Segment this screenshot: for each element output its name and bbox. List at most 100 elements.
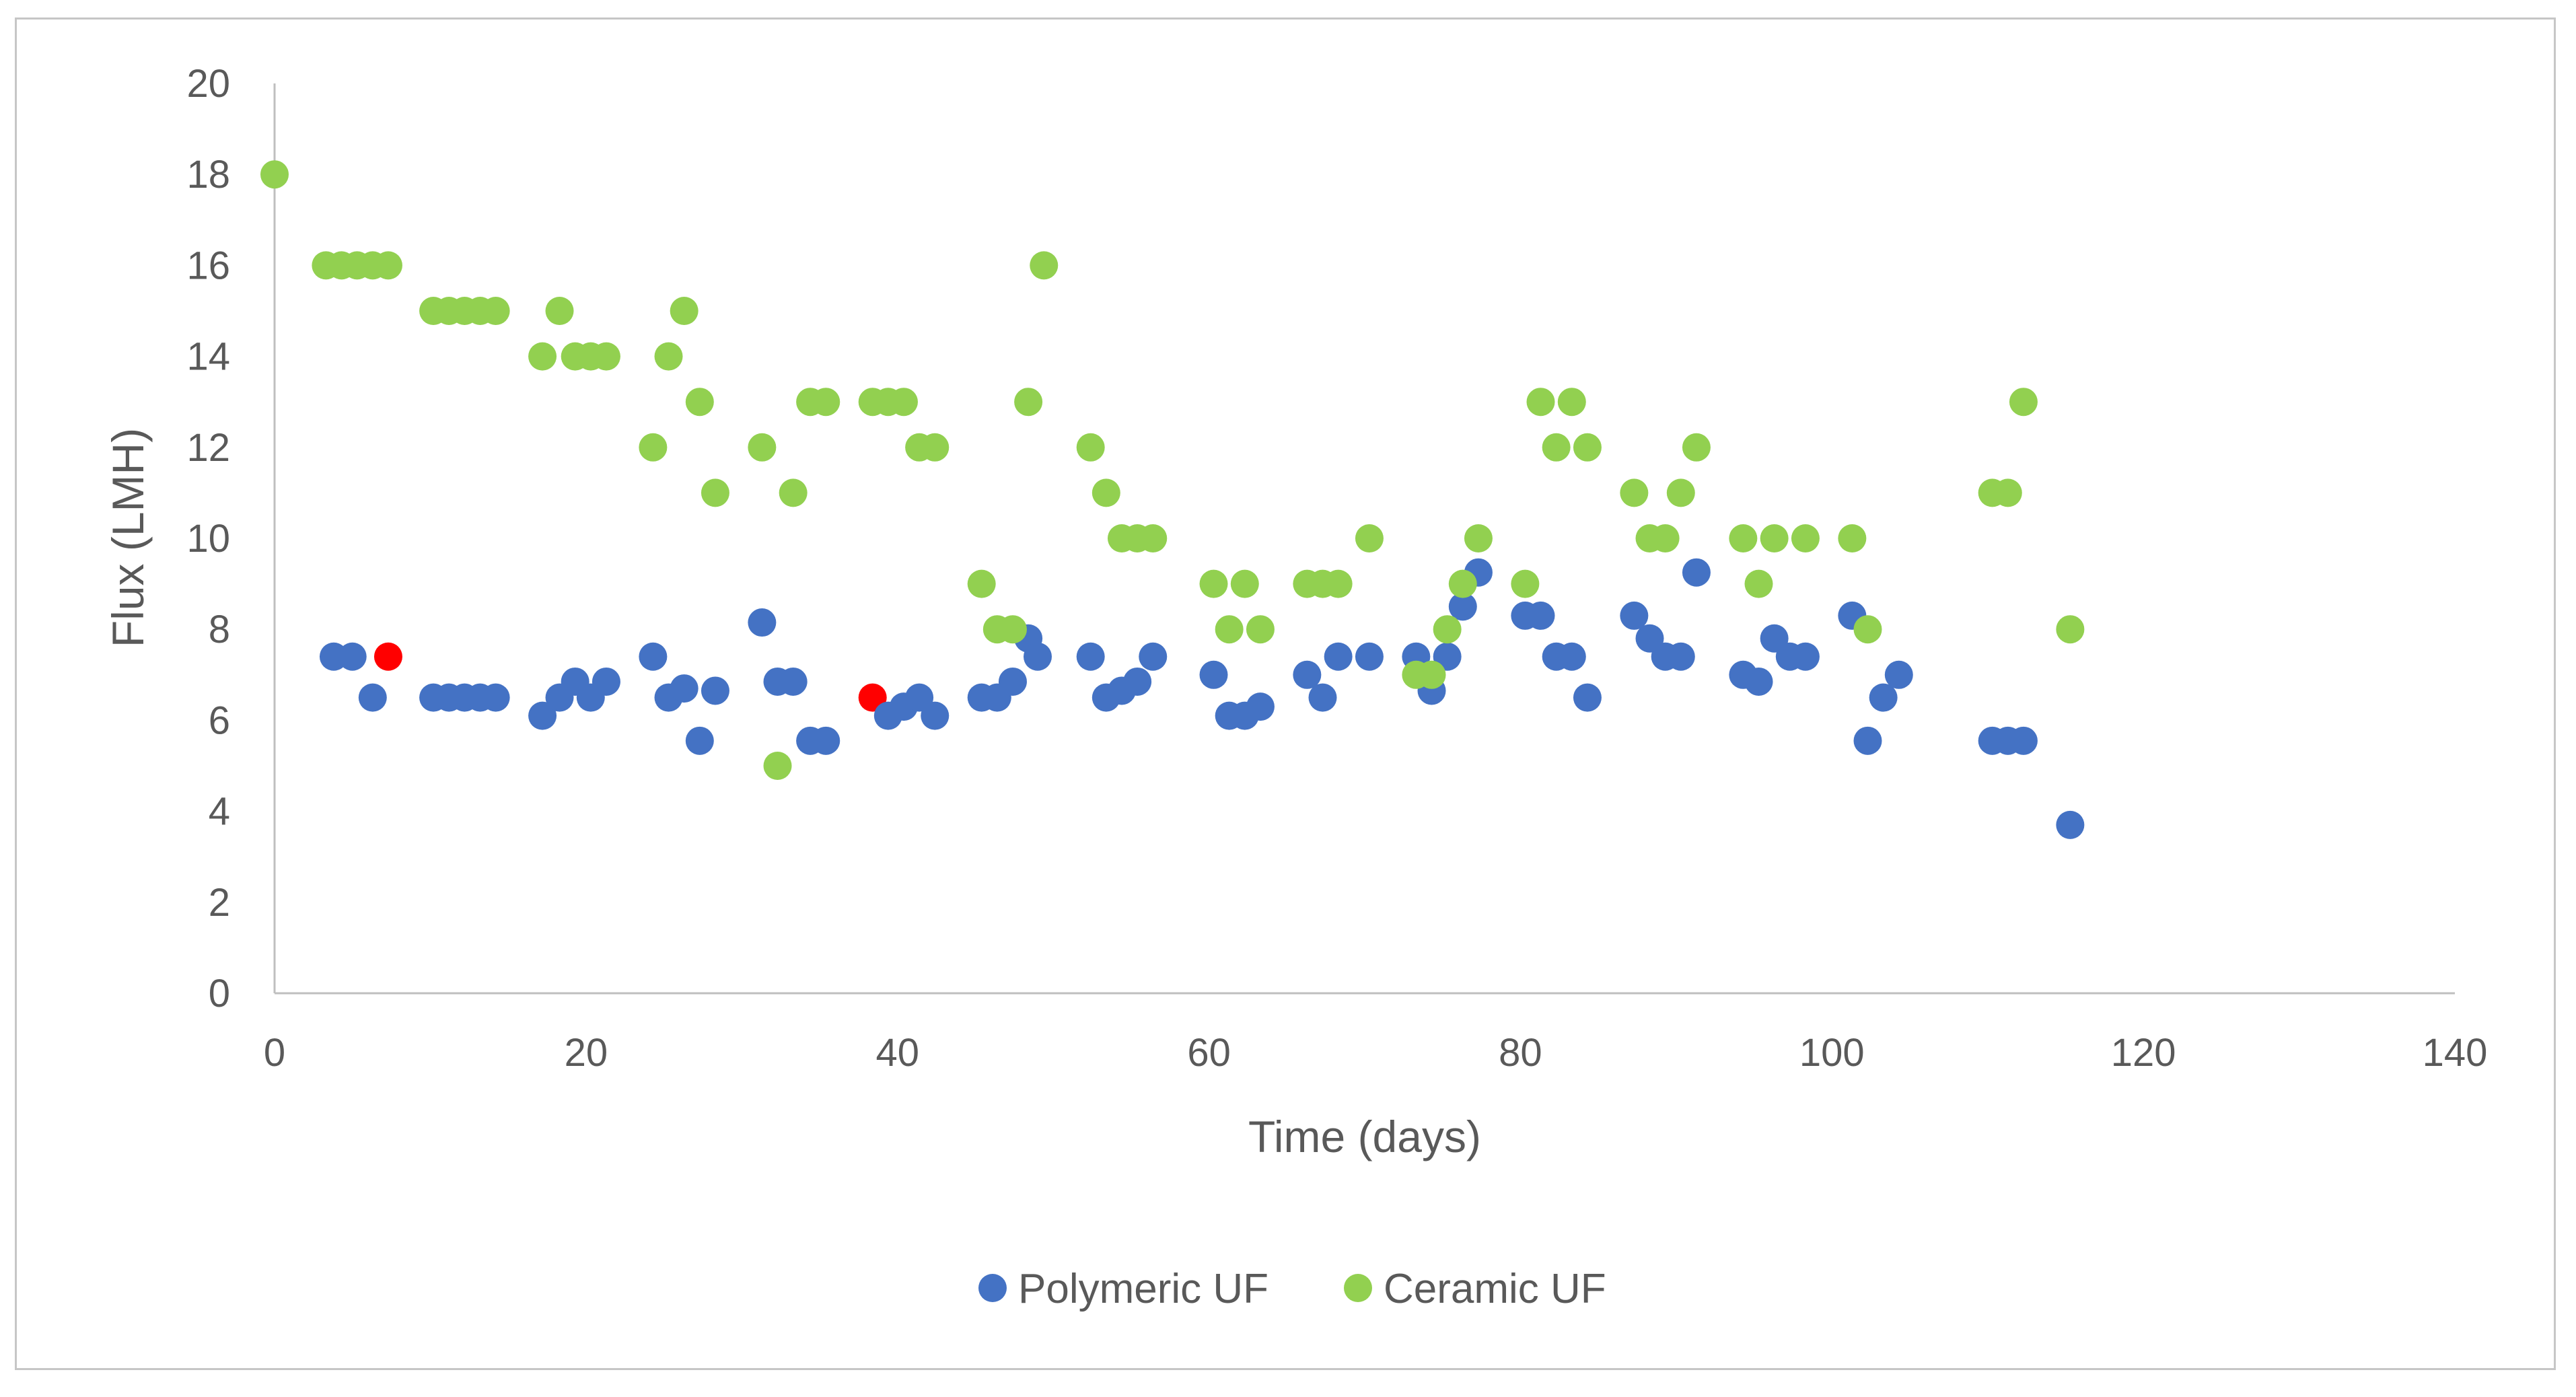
data-point-ceramic-uf: [1014, 388, 1043, 417]
data-point-ceramic-uf: [545, 297, 574, 325]
data-point-ceramic-uf: [1729, 524, 1758, 552]
data-point-ceramic-uf: [1760, 524, 1789, 552]
data-point-ceramic-uf: [1139, 524, 1168, 552]
data-point-ceramic-uf: [670, 297, 699, 325]
data-point-ceramic-uf: [1853, 615, 1882, 644]
data-point-ceramic-uf: [639, 433, 668, 462]
data-point-ceramic-uf: [1542, 433, 1571, 462]
x-tick-label: 80: [1499, 1031, 1542, 1075]
x-tick-label: 20: [565, 1031, 608, 1075]
data-point-polymeric-uf: [685, 726, 714, 755]
data-point-polymeric-uf: [701, 676, 729, 705]
data-point-ceramic-uf: [889, 388, 918, 417]
data-point-polymeric-uf: [1293, 660, 1322, 689]
data-point-ceramic-uf: [701, 478, 729, 507]
y-tick-label: 18: [186, 153, 230, 196]
data-point-polymeric-uf: [1791, 642, 1820, 671]
data-point-ceramic-uf: [779, 478, 808, 507]
data-point-polymeric-uf: [338, 642, 367, 671]
data-point-ceramic-uf: [592, 342, 620, 371]
data-point-ceramic-uf: [812, 388, 840, 417]
data-point-polymeric-uf: [528, 701, 557, 730]
chart-svg: 0 2 4 6 8 10 12 14 16 18 20 0 20 40 60 80 100 120 140 Time…: [103, 62, 2488, 1312]
data-point-polymeric-uf: [1666, 642, 1695, 671]
data-point-polymeric-uf: [1744, 667, 1773, 696]
data-point-polymeric-uf: [1448, 592, 1477, 621]
data-point-ceramic-uf: [2056, 615, 2085, 644]
x-tick-label: 100: [1799, 1031, 1865, 1075]
data-point-ceramic-uf: [998, 615, 1027, 644]
x-tick-label: 140: [2423, 1031, 2488, 1075]
data-point-ceramic-uf: [967, 569, 996, 598]
data-point-ceramic-uf: [654, 342, 683, 371]
y-tick-label: 16: [186, 244, 230, 287]
data-point-ceramic-uf: [748, 433, 777, 462]
data-point-polymeric-uf: [1246, 692, 1275, 721]
data-point-ceramic-uf: [1838, 524, 1867, 552]
data-point-ceramic-uf: [685, 388, 714, 417]
data-point-ceramic-uf: [1744, 569, 1773, 598]
y-tick-label: 20: [186, 62, 230, 106]
data-point-ceramic-uf: [1230, 569, 1259, 598]
chart-frame: 0 2 4 6 8 10 12 14 16 18 20 0 20 40 60 80 100 120 140 Time…: [15, 17, 2556, 1370]
data-point-polymeric-uf: [998, 667, 1027, 696]
data-point-polymeric-uf: [921, 701, 950, 730]
data-point-ceramic-uf: [1324, 569, 1353, 598]
data-point-polymeric-uf: [358, 683, 387, 712]
data-point-ceramic-uf: [1651, 524, 1680, 552]
data-point-ceramic-uf: [1215, 615, 1244, 644]
data-point-polymeric-uf: [1884, 660, 1913, 689]
marks-layer: [260, 160, 2085, 839]
data-point-polymeric-uf: [1573, 683, 1602, 712]
y-tick-label: 8: [209, 608, 230, 651]
data-point-ceramic-uf: [1682, 433, 1711, 462]
legend-label-ceramic-uf: Ceramic UF: [1384, 1266, 1606, 1312]
data-point-polymeric-uf: [1324, 642, 1353, 671]
x-tick-label: 0: [264, 1031, 285, 1075]
x-axis-title: Time (days): [1248, 1112, 1481, 1161]
data-point-polymeric-uf: [1526, 601, 1555, 630]
data-point-polymeric-uf: [1308, 683, 1337, 712]
y-tick-label: 10: [186, 517, 230, 561]
data-point-ceramic-uf: [1030, 251, 1059, 280]
data-point-ceramic-uf: [528, 342, 557, 371]
data-point-polymeric-uf: [1682, 558, 1711, 587]
data-point-ceramic-uf: [1993, 478, 2022, 507]
data-point-ceramic-uf: [1433, 615, 1462, 644]
data-point-ceramic-uf: [1573, 433, 1602, 462]
data-point-polymeric-uf: [639, 642, 668, 671]
data-point-ceramic-uf: [1417, 660, 1446, 689]
data-point-polymeric-uf: [670, 674, 699, 703]
legend-marker-polymeric-uf: [978, 1274, 1007, 1302]
data-point-ceramic-uf: [1092, 478, 1120, 507]
data-point-ceramic-uf: [1620, 478, 1649, 507]
data-point-polymeric-uf: [1557, 642, 1586, 671]
data-point-polymeric-uf: [1199, 660, 1228, 689]
data-point-ceramic-uf: [1199, 569, 1228, 598]
data-point-ceramic-uf: [1448, 569, 1477, 598]
y-tick-label: 4: [209, 790, 230, 834]
y-tick-label: 14: [186, 335, 230, 379]
data-point-ceramic-uf: [763, 752, 792, 780]
data-point-polymeric-uf: [779, 667, 808, 696]
data-point-polymeric-uf: [592, 667, 620, 696]
data-point-polymeric-uf: [1076, 642, 1105, 671]
x-tick-label: 60: [1187, 1031, 1231, 1075]
data-point-ceramic-uf: [1246, 615, 1275, 644]
legend-label-polymeric-uf: Polymeric UF: [1018, 1266, 1268, 1312]
data-point-ceramic-uf: [1464, 524, 1493, 552]
data-point-ceramic-uf: [2009, 388, 2038, 417]
data-point-polymeric-uf: [2009, 726, 2038, 755]
data-point-ceramic-uf: [1557, 388, 1586, 417]
data-point-polymeric-uf: [1869, 683, 1898, 712]
y-tick-label: 2: [209, 881, 230, 925]
data-point-ceramic-uf: [921, 433, 950, 462]
data-point-ceramic-uf: [1511, 569, 1540, 598]
y-tick-label: 12: [186, 426, 230, 470]
y-tick-label: 0: [209, 972, 230, 1015]
data-point-polymeric-uf: [1024, 642, 1052, 671]
data-point-polymeric-uf: [1139, 642, 1168, 671]
data-point-polymeric-uf: [481, 683, 510, 712]
data-point-ceramic-uf: [1526, 388, 1555, 417]
data-point-ceramic-uf: [1666, 478, 1695, 507]
